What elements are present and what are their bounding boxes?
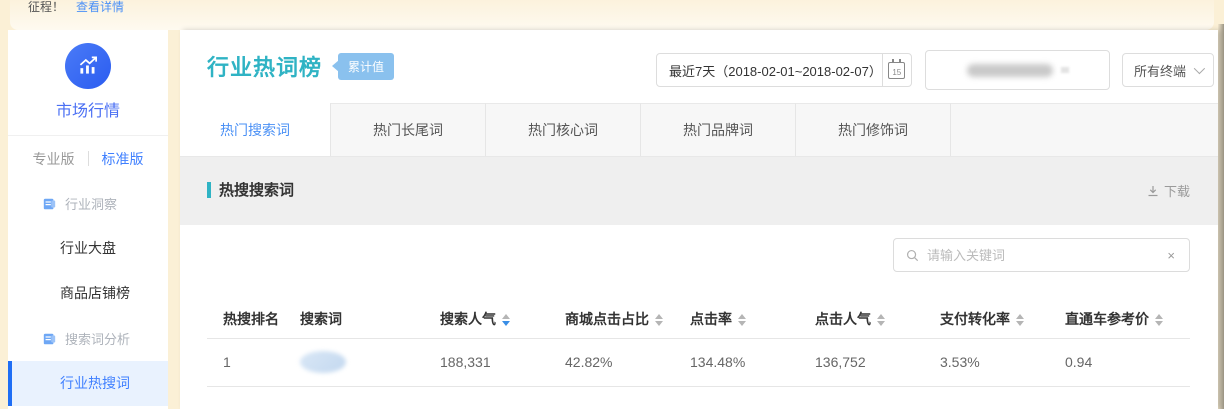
tab-pro-version[interactable]: 专业版 xyxy=(32,150,75,167)
hot-words-table: 热搜排名 搜索词 搜索人气 商城点击占比 点击率 点击人气 支付转化率 直通车参… xyxy=(207,300,1190,387)
ledger-icon xyxy=(43,333,56,344)
chevron-down-icon xyxy=(1193,62,1206,75)
tab-hot-core-words[interactable]: 热门核心词 xyxy=(485,103,640,156)
sidebar-item-industry-hot-words[interactable]: 行业热搜词 xyxy=(8,361,168,406)
main-content: 行业热词榜 累计值 最近7天（2018-02-01~2018-02-07） 15… xyxy=(180,30,1218,409)
sort-icon xyxy=(877,314,885,327)
sort-icon xyxy=(1155,314,1163,327)
cell-click-rate: 134.48% xyxy=(690,338,815,387)
scrollbar[interactable] xyxy=(1218,24,1224,409)
tab-hot-search-words[interactable]: 热门搜索词 xyxy=(180,103,330,156)
col-header-rank: 热搜排名 xyxy=(207,300,300,339)
section-title: 热搜搜索词 xyxy=(207,179,294,200)
calendar-button[interactable]: 15 xyxy=(883,58,911,79)
page-header: 行业热词榜 累计值 xyxy=(207,50,395,82)
sidebar: 市场行情 专业版 标准版 行业洞察 行业大盘 商品店铺榜 搜索词分析 行业热搜词 xyxy=(8,30,168,409)
cell-mall-click-share: 42.82% xyxy=(565,338,690,387)
redacted-text-blur xyxy=(966,63,1053,77)
sidebar-divider xyxy=(8,135,168,136)
cell-payment-conversion: 3.53% xyxy=(940,338,1065,387)
tabbar-filler xyxy=(950,103,1218,156)
tab-hot-modifier-words[interactable]: 热门修饰词 xyxy=(795,103,950,156)
banner-text: 征程！ xyxy=(28,0,65,14)
sidebar-section-search-analysis: 搜索词分析 xyxy=(8,316,168,361)
cell-click-popularity: 136,752 xyxy=(815,338,940,387)
col-header-mall-click-share[interactable]: 商城点击占比 xyxy=(565,300,690,339)
cell-keyword-redacted xyxy=(300,338,440,387)
filter-controls: 最近7天（2018-02-01~2018-02-07） 15 所有终端 xyxy=(656,50,1214,90)
sort-icon xyxy=(738,314,746,327)
table-header-row: 热搜排名 搜索词 搜索人气 商城点击占比 点击率 点击人气 支付转化率 直通车参… xyxy=(207,300,1190,339)
col-header-ztc-price[interactable]: 直通车参考价 xyxy=(1065,300,1190,339)
terminal-filter-dropdown[interactable]: 所有终端 xyxy=(1122,53,1214,87)
tab-hot-longtail-words[interactable]: 热门长尾词 xyxy=(330,103,485,156)
redacted-keyword-blur xyxy=(300,351,346,373)
terminal-filter-label: 所有终端 xyxy=(1133,63,1186,79)
category-filter-redacted[interactable] xyxy=(925,50,1110,90)
date-range-label: 最近7天（2018-02-01~2018-02-07） xyxy=(669,63,882,79)
sidebar-item-product-shop-rank[interactable]: 商品店铺榜 xyxy=(60,285,130,301)
col-header-click-rate[interactable]: 点击率 xyxy=(690,300,815,339)
search-icon xyxy=(906,249,919,261)
tab-hot-brand-words[interactable]: 热门品牌词 xyxy=(640,103,795,156)
announcement-banner: 征程！ 查看详情 xyxy=(10,0,1214,30)
ledger-icon xyxy=(43,198,56,209)
sidebar-item-industry-overview[interactable]: 行业大盘 xyxy=(60,240,116,256)
col-header-click-popularity[interactable]: 点击人气 xyxy=(815,300,940,339)
date-picker-separator xyxy=(881,54,883,86)
download-label: 下载 xyxy=(1163,184,1190,199)
table-row: 1 188,331 42.82% 134.48% 136,752 3.53% 0… xyxy=(207,338,1190,387)
download-button[interactable]: 下载 xyxy=(1147,181,1190,200)
keyword-search-box: × xyxy=(893,238,1190,272)
view-details-link[interactable]: 查看详情 xyxy=(76,0,125,14)
word-type-tabs: 热门搜索词 热门长尾词 热门核心词 热门品牌词 热门修饰词 xyxy=(180,103,1218,157)
version-separator xyxy=(87,151,89,166)
sidebar-section-industry-insight: 行业洞察 xyxy=(8,181,168,226)
col-header-keyword: 搜索词 xyxy=(300,300,440,339)
col-header-payment-conversion[interactable]: 支付转化率 xyxy=(940,300,1065,339)
sort-icon xyxy=(655,314,663,327)
page-title: 行业热词榜 xyxy=(207,55,323,80)
cell-search-popularity: 188,331 xyxy=(440,338,565,387)
sidebar-app-title: 市场行情 xyxy=(55,103,120,120)
sort-icon xyxy=(502,314,510,327)
download-icon xyxy=(1148,185,1158,196)
cell-ztc-price: 0.94 xyxy=(1065,338,1190,387)
tab-standard-version[interactable]: 标准版 xyxy=(101,150,144,167)
version-toggle: 专业版 标准版 xyxy=(8,136,168,181)
keyword-search-input[interactable] xyxy=(927,247,1166,263)
redacted-caret-blur xyxy=(1060,67,1069,73)
col-header-search-popularity[interactable]: 搜索人气 xyxy=(440,300,565,339)
date-range-picker[interactable]: 最近7天（2018-02-01~2018-02-07） 15 xyxy=(656,53,912,87)
section-label: 搜索词分析 xyxy=(65,332,131,347)
section-band: 热搜搜索词 下载 xyxy=(180,157,1218,225)
clear-search-icon[interactable]: × xyxy=(1167,247,1175,263)
sort-icon xyxy=(1016,314,1024,327)
calendar-icon: 15 xyxy=(888,58,906,79)
cumulative-value-badge: 累计值 xyxy=(332,52,395,80)
cell-rank: 1 xyxy=(207,338,300,387)
market-trend-icon xyxy=(65,43,111,89)
section-label: 行业洞察 xyxy=(65,197,118,212)
